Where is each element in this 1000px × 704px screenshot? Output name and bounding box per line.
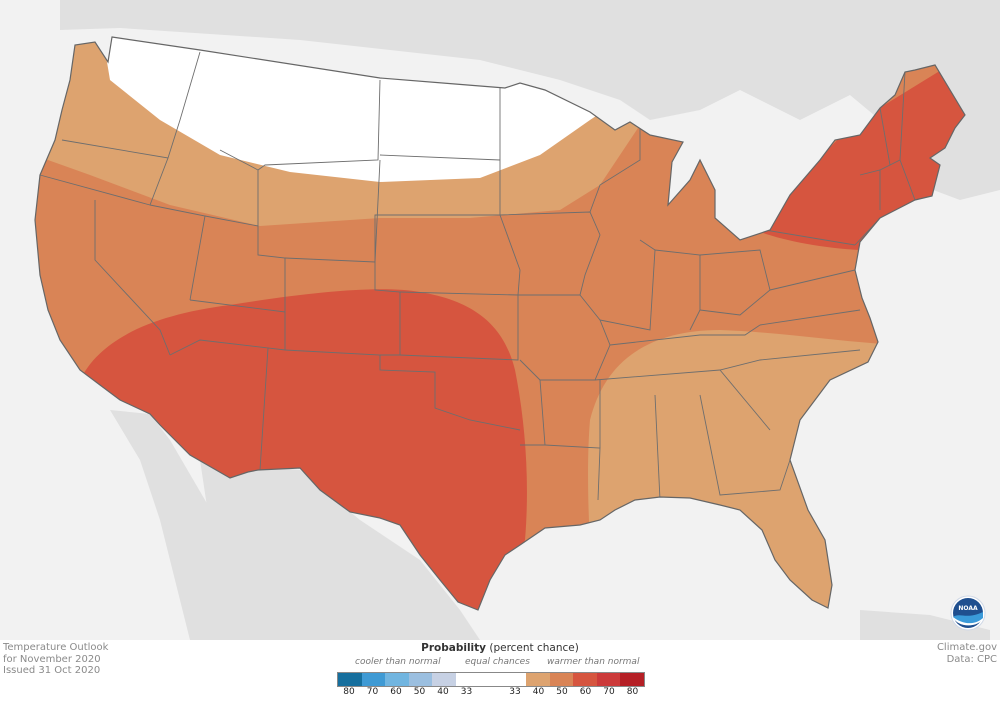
footer: Temperature Outlook for November 2020 Is…	[0, 640, 1000, 704]
legend-title-bold: Probability	[421, 642, 487, 654]
legend-categories: cooler than normal equal chances warmer …	[335, 656, 665, 670]
legend-swatch-1	[338, 673, 362, 686]
legend-swatch-5	[432, 673, 456, 686]
legend-swatch-9	[573, 673, 597, 686]
legend-equal-label: equal chances	[465, 657, 530, 667]
state-borders	[39, 51, 916, 501]
mexico-mainland	[200, 460, 480, 640]
source-block: Climate.gov Data: CPC	[937, 642, 997, 665]
legend-swatch-3	[385, 673, 409, 686]
legend-swatch-6	[455, 673, 526, 686]
legend-tick-11: 70	[603, 687, 615, 697]
cuba-land	[860, 610, 990, 640]
legend-tick-5: 40	[437, 687, 449, 697]
canada-land	[60, 0, 1000, 200]
source-data: Data: CPC	[946, 653, 997, 665]
legend-tick-3: 60	[390, 687, 402, 697]
legend-tick-8: 40	[532, 687, 545, 697]
noaa-logo: NOAA	[950, 595, 986, 631]
legend-ticks: 80 70 60 50 40 33 33 40 50 60 70 80	[335, 687, 665, 699]
legend-swatch-4	[408, 673, 432, 686]
legend-tick-6: 33	[460, 687, 473, 697]
source-site: Climate.gov	[936, 642, 997, 653]
probability-legend: Probability (percent chance) cooler than…	[335, 642, 665, 697]
legend-swatch-7	[526, 673, 550, 686]
noaa-logo-text: NOAA	[958, 605, 978, 612]
legend-tick-9: 50	[556, 687, 568, 697]
outlook-map: NOAA	[0, 0, 1000, 640]
legend-swatch-8	[549, 673, 573, 686]
map-title: Temperature Outlook	[3, 642, 109, 653]
legend-tick-1: 80	[343, 687, 355, 697]
map-subtitle: for November 2020	[3, 653, 101, 665]
legend-tick-12: 80	[626, 687, 639, 697]
legend-cooler-label: cooler than normal	[355, 657, 441, 667]
legend-tick-2: 70	[366, 687, 379, 697]
legend-tick-10: 60	[579, 687, 592, 697]
issued-date: Issued 31 Oct 2020	[3, 665, 101, 676]
legend-swatch-11	[620, 673, 644, 686]
legend-tick-4: 50	[413, 687, 426, 697]
legend-title: Probability (percent chance)	[335, 642, 665, 656]
legend-swatch-10	[596, 673, 620, 686]
legend-swatch-2	[361, 673, 385, 686]
legend-tick-7: 33	[509, 687, 521, 697]
legend-title-rest: (percent chance)	[486, 642, 579, 654]
legend-warmer-label: warmer than normal	[547, 657, 640, 667]
legend-swatches	[337, 672, 645, 687]
map-title-block: Temperature Outlook for November 2020 Is…	[3, 642, 108, 677]
